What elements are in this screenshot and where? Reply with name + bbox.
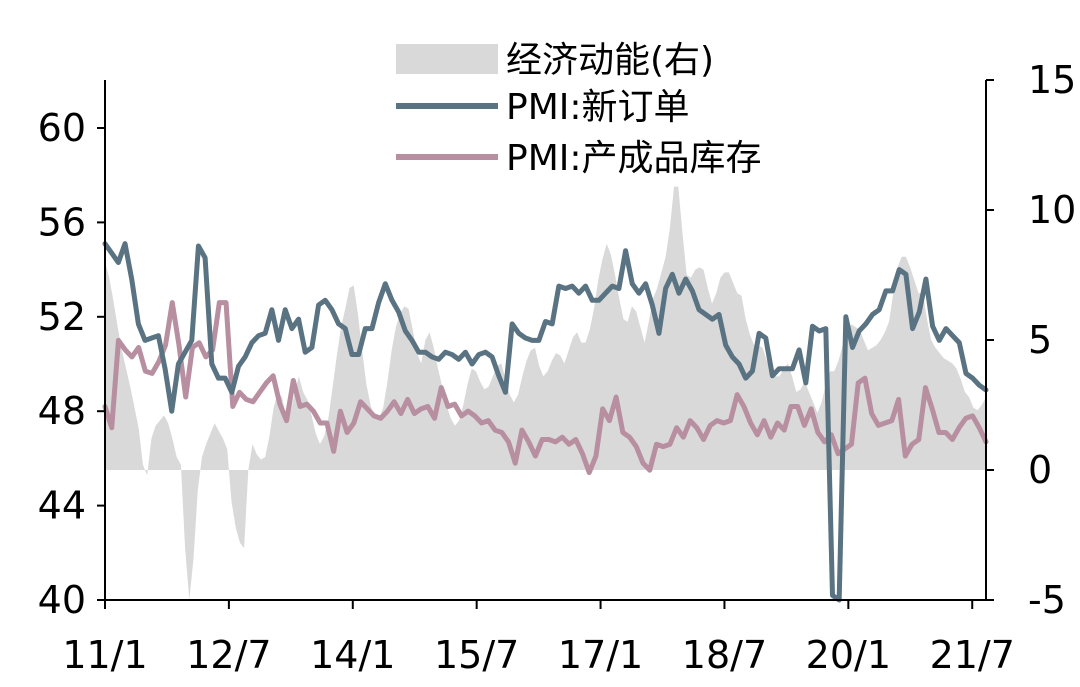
left-axis-ticks: 60 56 52 48 44 40 [38, 106, 105, 622]
series-economic-momentum-area [105, 186, 986, 600]
right-axis: 15 10 5 0 -5 [985, 58, 1076, 622]
legend-label-pmi-finished-goods-inventory: PMI:产成品库存 [506, 138, 762, 179]
right-tick-label: -5 [1028, 578, 1066, 622]
left-tick-label: 40 [38, 578, 86, 622]
series-pmi-finished-goods-inventory-line [102, 300, 989, 476]
x-tick-label: 14/1 [310, 633, 395, 677]
legend-swatch-pmi-new-orders [396, 103, 498, 109]
right-tick-label: 10 [1028, 188, 1076, 232]
left-tick-label: 52 [38, 295, 86, 339]
x-tick-label: 15/7 [434, 633, 519, 677]
x-axis-ticks: 11/1 12/7 14/1 15/7 17/1 18/7 20/1 21/7 [62, 600, 1015, 677]
right-tick-label: 15 [1028, 58, 1076, 102]
x-tick-label: 21/7 [930, 633, 1015, 677]
right-tick-label: 0 [1028, 448, 1052, 492]
left-tick-label: 56 [38, 200, 86, 244]
right-tick-label: 5 [1028, 318, 1052, 362]
legend-label-pmi-new-orders: PMI:新订单 [506, 87, 690, 128]
right-axis-ticks: 15 10 5 0 -5 [986, 58, 1076, 622]
legend-swatch-economic-momentum [396, 44, 498, 74]
x-tick-label: 18/7 [682, 633, 767, 677]
left-tick-label: 44 [38, 484, 86, 528]
x-axis: 11/1 12/7 14/1 15/7 17/1 18/7 20/1 21/7 [62, 599, 1015, 677]
legend-swatch-pmi-finished-goods-inventory [396, 154, 498, 160]
left-axis: 60 56 52 48 44 40 [38, 80, 106, 622]
legend: 经济动能(右) PMI:新订单 PMI:产成品库存 [396, 40, 762, 179]
area-layer [105, 186, 986, 600]
left-tick-label: 48 [38, 389, 86, 433]
left-tick-label: 60 [38, 106, 86, 150]
x-tick-label: 20/1 [806, 633, 891, 677]
x-tick-label: 17/1 [558, 633, 643, 677]
x-tick-label: 11/1 [62, 633, 147, 677]
x-tick-label: 12/7 [186, 633, 271, 677]
legend-label-economic-momentum: 经济动能(右) [506, 40, 714, 81]
